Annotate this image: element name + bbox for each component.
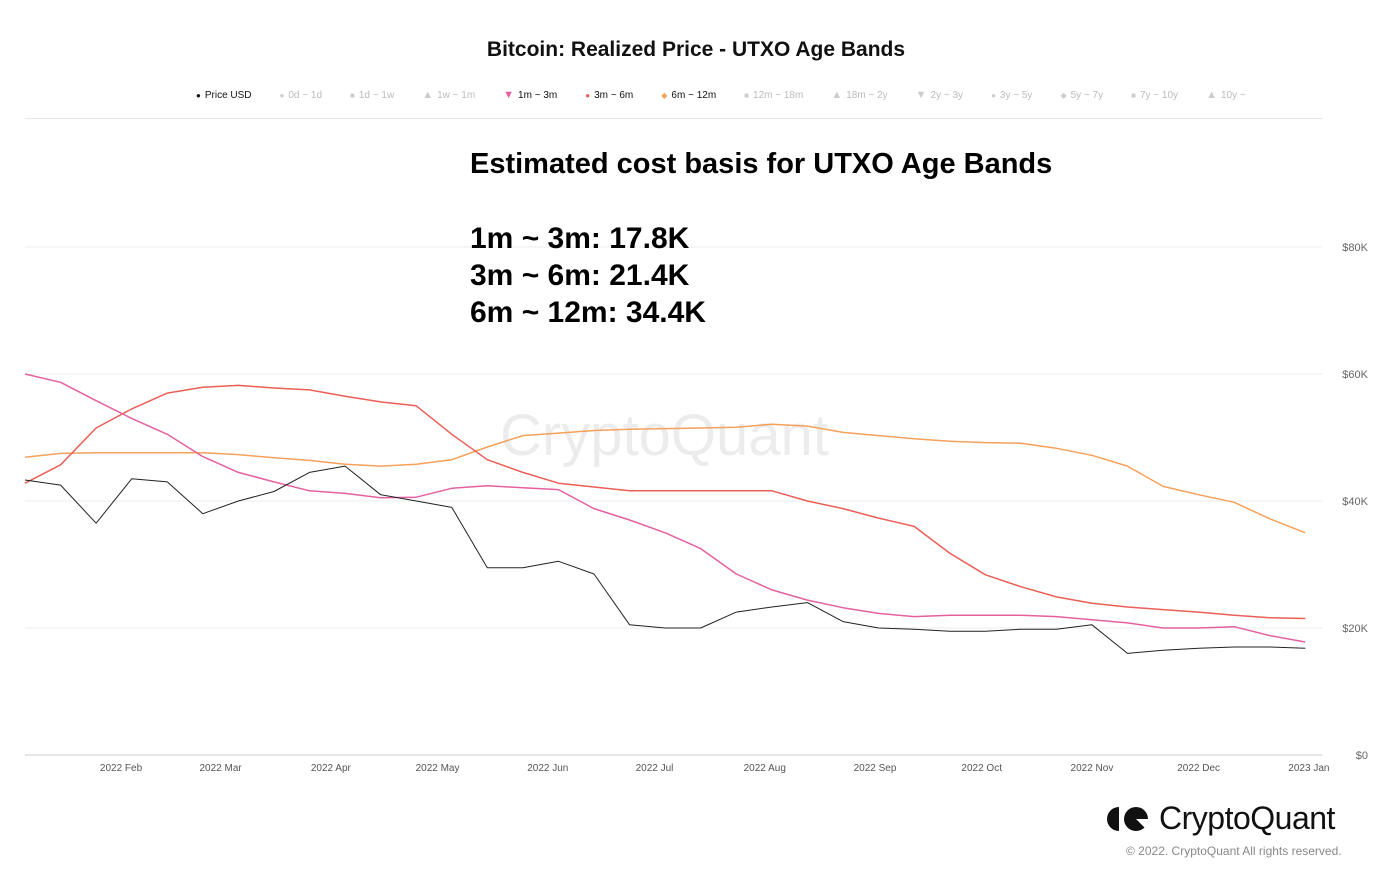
legend-item[interactable]: ▲ 1w ~ 1m: [422, 89, 475, 101]
legend-label: 18m ~ 2y: [846, 89, 888, 101]
legend-item[interactable]: ● 0d ~ 1d: [280, 89, 323, 101]
x-tick-label: 2022 Feb: [100, 763, 143, 774]
x-tick-label: 2022 Apr: [311, 763, 352, 774]
y-tick-label: $80K: [1342, 242, 1368, 254]
legend-marker-icon: ■: [350, 90, 355, 100]
legend-item[interactable]: ▲ 10y ~: [1206, 89, 1246, 101]
y-tick-label: $20K: [1342, 623, 1368, 635]
y-tick-label: $40K: [1342, 496, 1368, 508]
legend-item[interactable]: ■ 12m ~ 18m: [744, 89, 803, 101]
x-tick-label: 2022 Dec: [1177, 763, 1220, 774]
series-line-3m-6m: [24, 384, 1306, 620]
x-tick-label: 2022 Oct: [961, 763, 1002, 774]
legend-label: 7y ~ 10y: [1139, 89, 1179, 101]
watermark: CryptoQuant: [500, 403, 829, 468]
legend-label: 2y ~ 3y: [930, 89, 964, 101]
legend-marker-icon: ●: [196, 90, 201, 100]
legend: ● Price USD ● 0d ~ 1d ■ 1d ~ 1w ▲ 1w ~ 1m ▼ 1m ~ …: [196, 89, 1274, 101]
series-line-price-usd: [24, 465, 1306, 654]
legend-marker-icon: ■: [1131, 90, 1136, 100]
legend-item[interactable]: ▲ 18m ~ 2y: [831, 89, 887, 101]
chart-title: Bitcoin: Realized Price - UTXO Age Bands: [486, 38, 906, 61]
legend-item[interactable]: ● 3y ~ 5y: [991, 89, 1032, 101]
annotation-line-1m-3m: 1m ~ 3m: 17.8K: [470, 222, 690, 255]
legend-marker-icon: ●: [991, 90, 996, 100]
legend-marker-icon: ▲: [1206, 89, 1217, 101]
x-tick-label: 2022 Sep: [854, 763, 897, 774]
legend-label: 10y ~: [1220, 89, 1246, 101]
legend-label: Price USD: [204, 89, 252, 101]
legend-item[interactable]: ▼ 1m ~ 3m: [503, 89, 557, 101]
cryptoquant-logo-icon: [1107, 806, 1148, 831]
legend-label: 3m ~ 6m: [594, 89, 634, 101]
x-tick-label: 2022 May: [416, 763, 460, 774]
legend-label: 1m ~ 3m: [518, 89, 558, 101]
x-tick-label: 2023 Jan: [1288, 763, 1329, 774]
x-tick-label: 2022 Nov: [1071, 763, 1114, 774]
legend-item[interactable]: ■ 7y ~ 10y: [1131, 89, 1178, 101]
legend-item[interactable]: ● 3m ~ 6m: [585, 89, 633, 101]
legend-marker-icon: ▼: [915, 89, 927, 101]
legend-label: 6m ~ 12m: [671, 89, 717, 101]
cryptoquant-logo: CryptoQuant: [1107, 800, 1335, 837]
annotation-line-6m-12m: 6m ~ 12m: 34.4K: [470, 296, 706, 329]
legend-marker-icon: ◆: [1060, 90, 1067, 100]
legend-label: 1d ~ 1w: [358, 89, 395, 101]
x-tick-label: 2022 Jul: [636, 763, 674, 774]
series-line-6m-12m: [24, 423, 1306, 534]
legend-divider: [25, 118, 1323, 119]
x-tick-label: 2022 Mar: [199, 763, 242, 774]
copyright: © 2022. CryptoQuant All rights reserved.: [1126, 844, 1342, 858]
legend-label: 12m ~ 18m: [753, 89, 804, 101]
series-line-1m-3m: [24, 373, 1306, 643]
annotation-heading: Estimated cost basis for UTXO Age Bands: [470, 148, 1053, 180]
logo-text: CryptoQuant: [1159, 800, 1335, 836]
legend-item[interactable]: ▼ 2y ~ 3y: [916, 89, 963, 101]
x-tick-label: 2022 Aug: [744, 763, 786, 774]
legend-marker-icon: ●: [279, 90, 285, 100]
legend-label: 5y ~ 7y: [1070, 89, 1104, 101]
y-tick-label: $0: [1356, 750, 1368, 762]
legend-label: 3y ~ 5y: [999, 89, 1033, 101]
annotation-line-3m-6m: 3m ~ 6m: 21.4K: [470, 259, 690, 292]
x-tick-label: 2022 Jun: [527, 763, 568, 774]
legend-marker-icon: ▼: [503, 89, 515, 101]
legend-item[interactable]: ◆ 6m ~ 12m: [661, 89, 716, 101]
legend-marker-icon: ▲: [831, 89, 843, 101]
legend-label: 1w ~ 1m: [437, 89, 476, 101]
legend-item[interactable]: ◆ 5y ~ 7y: [1060, 89, 1103, 101]
legend-marker-icon: ■: [744, 90, 750, 100]
legend-marker-icon: ▲: [422, 89, 434, 101]
legend-marker-icon: ●: [585, 90, 591, 100]
y-tick-label: $60K: [1342, 369, 1368, 381]
legend-item[interactable]: ■ 1d ~ 1w: [350, 89, 394, 101]
legend-label: 0d ~ 1d: [288, 89, 323, 101]
legend-item[interactable]: ● Price USD: [196, 89, 252, 101]
legend-marker-icon: ◆: [661, 90, 668, 100]
